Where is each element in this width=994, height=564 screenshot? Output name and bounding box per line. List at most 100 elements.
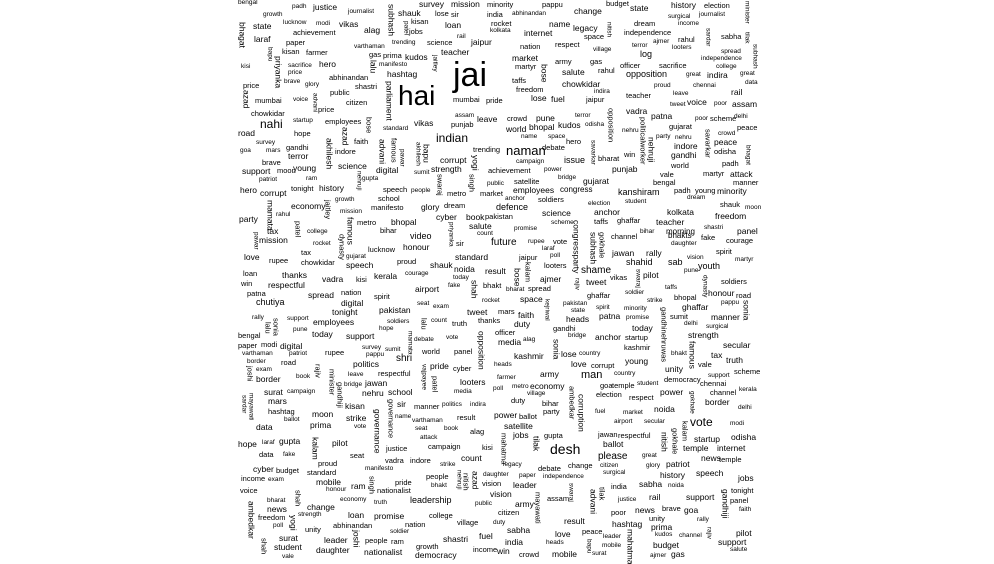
cloud-word: heads <box>546 539 564 546</box>
cloud-word: ghaffar <box>617 216 641 225</box>
cloud-word: student <box>274 542 302 552</box>
cloud-word: bharat <box>267 497 286 504</box>
cloud-word: modi <box>316 20 331 27</box>
cloud-word: mahatma <box>499 433 509 465</box>
cloud-word: book <box>466 212 485 222</box>
cloud-word: sab <box>668 257 683 267</box>
cloud-word: sabha <box>639 479 663 489</box>
cloud-word: pilot <box>332 438 348 448</box>
cloud-word: leave <box>673 90 689 97</box>
cloud-word: daughter <box>671 240 697 247</box>
cloud-word: digital <box>341 298 364 308</box>
cloud-word: proud <box>397 257 417 266</box>
cloud-word: looters <box>460 377 486 387</box>
cloud-word: startup <box>694 434 720 444</box>
cloud-word: vote <box>690 415 713 429</box>
cloud-word: bhopal <box>529 122 555 132</box>
cloud-word: rally <box>646 248 662 258</box>
cloud-word: sir <box>451 10 459 19</box>
cloud-word: prima <box>651 522 673 532</box>
cloud-word: hai <box>398 80 436 111</box>
cloud-word: debate <box>538 464 561 473</box>
cloud-word: martyr <box>735 256 754 263</box>
cloud-word: pappu <box>366 351 385 358</box>
cloud-word: jobs <box>738 473 754 483</box>
cloud-word: jobs <box>513 430 529 440</box>
cloud-word: internet <box>717 443 746 453</box>
cloud-word: respect <box>555 40 580 49</box>
cloud-word: people <box>426 472 449 481</box>
cloud-word: power <box>660 387 684 397</box>
cloud-word: log <box>640 49 653 59</box>
cloud-word: politics <box>442 401 462 408</box>
cloud-word: shauk <box>720 200 741 209</box>
cloud-word: kisan <box>411 17 429 26</box>
cloud-word: nahi <box>260 117 283 131</box>
cloud-word: justice <box>386 444 408 453</box>
cloud-word: tilak <box>743 32 751 44</box>
cloud-word: india <box>505 537 523 547</box>
cloud-word: patriot <box>259 176 278 183</box>
cloud-word: akhilesh <box>324 138 335 170</box>
cloud-word: pride <box>430 361 449 371</box>
cloud-word: teacher <box>441 47 470 57</box>
cloud-word: manifesto <box>379 61 408 68</box>
cloud-word: varthaman <box>354 43 385 50</box>
cloud-word: pappu <box>721 299 740 306</box>
cloud-word: famous <box>389 138 399 163</box>
cloud-word: swaraj <box>435 174 445 196</box>
cloud-word: subhash <box>386 4 397 37</box>
cloud-word: great <box>642 452 657 459</box>
cloud-word: dream <box>687 194 706 201</box>
cloud-word: gupta <box>362 175 379 182</box>
cloud-word: azad <box>241 90 252 109</box>
cloud-word: corrupt <box>260 188 287 198</box>
cloud-word: spread <box>528 284 551 293</box>
cloud-word: achievement <box>488 166 531 175</box>
cloud-word: spirit <box>596 304 610 311</box>
cloud-word: promise <box>514 225 538 232</box>
cloud-word: mumbai <box>255 96 282 105</box>
cloud-word: election <box>596 390 622 399</box>
cloud-word: temple <box>683 443 709 453</box>
cloud-word: abhinandan <box>333 521 373 530</box>
cloud-word: bengal <box>653 178 676 187</box>
cloud-word: bose <box>539 64 550 83</box>
cloud-word: bose <box>512 268 523 287</box>
cloud-word: vajpayee <box>420 364 428 391</box>
cloud-word: hashtag <box>268 407 295 416</box>
cloud-word: crowd <box>718 130 736 137</box>
cloud-word: vadra <box>385 456 404 465</box>
cloud-word: goa <box>684 505 699 515</box>
cloud-word: manifesto <box>371 203 404 212</box>
cloud-word: congressparty <box>571 220 582 274</box>
cloud-word: truth <box>374 499 388 506</box>
cloud-word: mamata <box>265 200 276 231</box>
cloud-word: space <box>548 133 566 140</box>
cloud-word: nehru <box>675 134 692 141</box>
cloud-word: nehruji <box>455 470 463 490</box>
cloud-word: income <box>678 20 699 27</box>
cloud-word: army <box>540 369 559 379</box>
cloud-word: yogi <box>470 155 481 171</box>
cloud-word: lalu <box>419 318 429 330</box>
cloud-word: pappu <box>542 0 563 9</box>
cloud-word: noida <box>668 482 684 489</box>
cloud-word: public <box>475 500 492 507</box>
cloud-word: subhash <box>751 44 759 69</box>
cloud-word: science <box>427 38 453 47</box>
cloud-word: price <box>288 69 303 76</box>
cloud-word: bhagat <box>237 22 248 48</box>
cloud-word: space <box>584 32 605 41</box>
cloud-word: rupee <box>269 256 289 265</box>
cloud-word: nation <box>405 520 426 529</box>
cloud-word: panel <box>737 226 758 236</box>
cloud-word: sumit <box>414 169 430 176</box>
cloud-word: governance <box>372 409 383 454</box>
cloud-word: rally <box>252 314 264 321</box>
cloud-word: survey <box>256 139 276 146</box>
cloud-word: channel <box>611 232 638 241</box>
cloud-word: nehruji <box>646 137 657 163</box>
cloud-word: satellite <box>504 421 533 431</box>
cloud-word: scheme <box>734 367 761 376</box>
